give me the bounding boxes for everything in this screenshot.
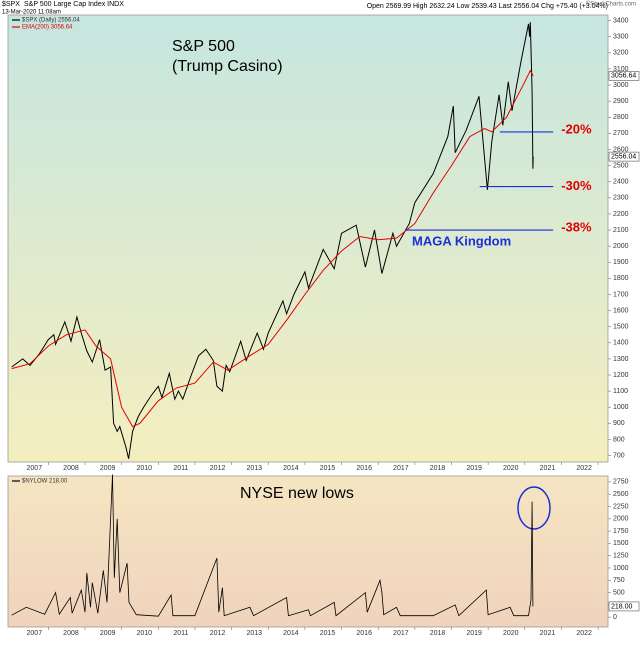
legend-label: $NYLOW 218.00 [22, 479, 68, 485]
x-tick-label: 2020 [503, 630, 519, 637]
chart-title: S&P 500 [172, 38, 235, 55]
x-tick-label: 2019 [466, 465, 482, 472]
y-tick-label: 2600 [613, 146, 629, 153]
y-tick-label: 2250 [613, 503, 629, 510]
last-value-label: 2556.04 [611, 153, 636, 160]
y-tick-label: 1250 [613, 553, 629, 560]
x-tick-label: 2018 [430, 630, 446, 637]
legend-label: $SPX (Daily) 2556.04 [22, 18, 80, 24]
y-tick-label: 1500 [613, 324, 629, 331]
y-tick-label: 2400 [613, 179, 629, 186]
y-tick-label: 2700 [613, 130, 629, 137]
y-tick-label: 1900 [613, 259, 629, 266]
y-tick-label: 750 [613, 577, 625, 584]
y-tick-label: 3400 [613, 17, 629, 24]
y-tick-label: 1000 [613, 404, 629, 411]
lows-panel [7, 475, 609, 628]
y-tick-label: 3300 [613, 34, 629, 41]
price-line [11, 22, 534, 459]
last-value-tag [608, 151, 640, 162]
highlight-circle [517, 486, 551, 530]
y-tick-label: 1100 [613, 388, 628, 395]
x-tick-label: 2010 [136, 630, 152, 637]
y-tick-label: 1500 [613, 540, 629, 547]
x-tick-label: 2008 [63, 465, 79, 472]
y-tick-label: 1000 [613, 565, 629, 572]
y-tick-label: 3100 [613, 66, 629, 73]
y-tick-label: 800 [613, 436, 625, 443]
y-tick-label: 500 [613, 589, 625, 596]
x-tick-label: 2015 [320, 630, 336, 637]
quote: Open 2569.99 High 2632.24 Low 2539.43 La… [367, 3, 608, 10]
index-name: S&P 500 Large Cap Index INDX [24, 1, 124, 8]
y-tick-label: 3200 [613, 50, 629, 57]
x-tick-label: 2009 [100, 465, 116, 472]
y-tick-label: 1600 [613, 307, 629, 314]
x-tick-label: 2011 [173, 630, 188, 637]
x-tick-label: 2020 [503, 465, 519, 472]
x-tick-label: 2017 [393, 630, 409, 637]
x-tick-label: 2012 [210, 630, 226, 637]
y-tick-label: 1200 [613, 372, 629, 379]
y-tick-label: 700 [613, 452, 625, 459]
y-tick-label: 1300 [613, 356, 629, 363]
x-tick-label: 2012 [210, 465, 226, 472]
note: MAGA Kingdom [412, 233, 511, 248]
x-tick-label: 2013 [246, 630, 262, 637]
x-tick-label: 2021 [540, 630, 556, 637]
last-value-label: 218.00 [611, 603, 633, 610]
chart-subtitle: (Trump Casino) [172, 58, 283, 75]
y-tick-label: 2800 [613, 114, 629, 121]
y-tick-label: 2200 [613, 211, 629, 218]
x-tick-label: 2018 [430, 465, 446, 472]
level-label: -20% [561, 121, 592, 136]
x-tick-label: 2008 [63, 630, 79, 637]
x-tick-label: 2014 [283, 630, 299, 637]
x-tick-label: 2022 [576, 630, 592, 637]
date: 13-Mar-2020 11:08am [2, 10, 61, 16]
x-tick-label: 2016 [356, 630, 372, 637]
y-tick-label: 1800 [613, 275, 629, 282]
level-label: -38% [561, 219, 592, 234]
x-tick-label: 2009 [100, 630, 116, 637]
x-tick-label: 2007 [27, 465, 43, 472]
chart-title: NYSE new lows [240, 485, 354, 502]
y-tick-label: 0 [613, 614, 617, 621]
price-panel [7, 14, 609, 463]
x-tick-label: 2019 [466, 630, 482, 637]
x-tick-label: 2016 [356, 465, 372, 472]
y-tick-label: 1400 [613, 340, 629, 347]
price-line [11, 69, 534, 428]
x-tick-label: 2010 [136, 465, 152, 472]
y-tick-label: 2000 [613, 243, 629, 250]
x-tick-label: 2011 [173, 465, 188, 472]
y-tick-label: 1750 [613, 528, 629, 535]
symbol: $SPX [2, 1, 20, 8]
x-tick-label: 2021 [540, 465, 556, 472]
x-tick-label: 2013 [246, 465, 262, 472]
x-tick-label: 2022 [576, 465, 592, 472]
last-value-tag [608, 71, 640, 81]
y-tick-label: 2750 [613, 479, 629, 486]
x-tick-label: 2017 [393, 465, 409, 472]
y-tick-label: 2100 [613, 227, 629, 234]
x-tick-label: 2007 [27, 630, 43, 637]
y-tick-label: 2300 [613, 195, 629, 202]
x-tick-label: 2015 [320, 465, 336, 472]
y-tick-label: 2500 [613, 491, 629, 498]
last-value-tag [608, 601, 640, 612]
spike-line [11, 474, 534, 617]
x-tick-label: 2014 [283, 465, 299, 472]
y-tick-label: 2900 [613, 98, 629, 105]
y-tick-label: 2500 [613, 162, 629, 169]
y-tick-label: 3000 [613, 82, 629, 89]
last-value-label: 3056.64 [611, 73, 636, 80]
level-label: -30% [561, 178, 592, 193]
y-tick-label: 900 [613, 420, 625, 427]
source: ©StockCharts.com [586, 1, 636, 8]
y-tick-label: 2000 [613, 516, 629, 523]
legend-label: EMA(200) 3056.64 [22, 25, 73, 31]
y-tick-label: 1700 [613, 291, 629, 298]
